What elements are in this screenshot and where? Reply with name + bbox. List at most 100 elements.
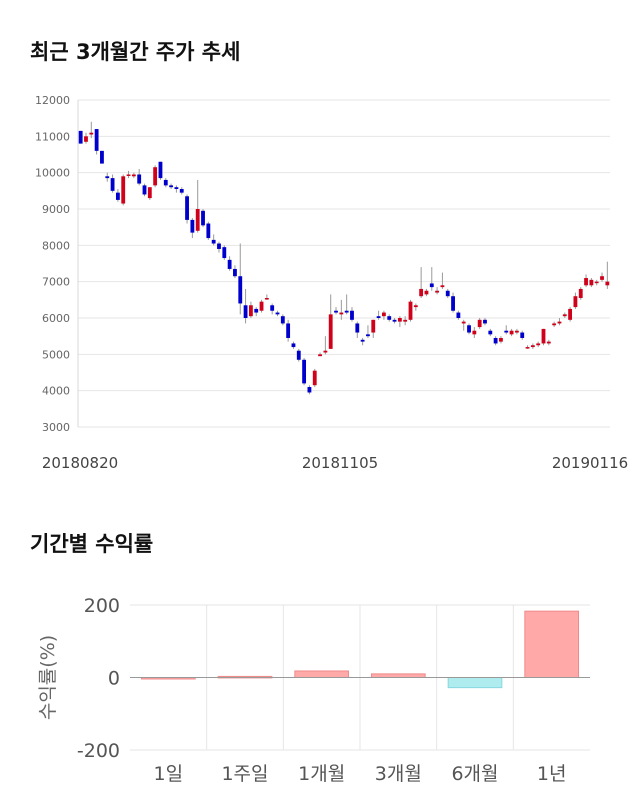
candle-body (488, 330, 493, 335)
candle-body (589, 279, 594, 286)
candle-body (557, 321, 562, 324)
candle-body (456, 312, 461, 318)
candle-body (318, 354, 322, 357)
y-tick-label: -200 (77, 740, 120, 762)
candle-body (376, 316, 381, 318)
candle (222, 245, 227, 260)
candle (243, 288, 248, 324)
candle (594, 279, 599, 286)
candle (392, 318, 397, 324)
candle (275, 310, 280, 317)
candle-body (280, 316, 285, 324)
x-category-label: 1일 (154, 763, 184, 785)
candle (355, 321, 360, 338)
candle (238, 243, 243, 315)
candle-body (573, 296, 578, 308)
y-tick-label: 10000 (35, 167, 70, 180)
candle-body (541, 328, 546, 344)
candle-body (89, 132, 94, 135)
candle-body (429, 283, 434, 288)
candle (429, 267, 434, 291)
candle (100, 150, 104, 164)
candle-body (605, 281, 610, 286)
candle-body (131, 174, 136, 177)
candle (546, 339, 551, 346)
x-category-label: 6개월 (451, 763, 498, 785)
x-category-label: 1개월 (298, 763, 345, 785)
candle-body (483, 319, 487, 324)
candle-body (94, 129, 99, 151)
candle (413, 303, 418, 311)
candle-body (254, 308, 259, 313)
candle (110, 174, 115, 193)
candle-body (525, 347, 530, 349)
candle (339, 299, 344, 320)
candle-body (461, 321, 466, 324)
return-bar (524, 610, 579, 679)
candle (206, 221, 211, 240)
candle-body (350, 310, 354, 320)
candle (217, 241, 221, 253)
candle-body (339, 312, 344, 315)
candle (536, 341, 541, 348)
candle-body (270, 305, 275, 311)
x-category-label: 3개월 (375, 763, 422, 785)
candle-body (201, 210, 205, 226)
candle (254, 307, 259, 317)
candle-body (169, 185, 174, 188)
candle (461, 319, 466, 331)
candle-body (195, 209, 200, 231)
candle-body (403, 319, 408, 322)
candle (493, 336, 498, 346)
candle-body (121, 176, 126, 204)
x-tick-label: 20180820 (42, 454, 118, 472)
candle (573, 292, 578, 309)
candle (381, 310, 386, 320)
candle-body (594, 281, 599, 284)
price-chart-title: 최근 3개월간 주가 추세 (30, 40, 241, 64)
candle (131, 172, 136, 179)
candle-body (562, 314, 567, 317)
return-bar (371, 673, 426, 678)
candle (270, 303, 275, 315)
candle (286, 319, 291, 342)
candle-body (222, 247, 227, 259)
y-tick-label: 9000 (42, 203, 70, 216)
candle (589, 278, 594, 288)
y-tick-label: 6000 (42, 312, 70, 325)
x-tick-label: 20181105 (302, 454, 378, 472)
y-tick-label: 7000 (42, 276, 70, 289)
candle-body (312, 370, 317, 386)
candle-body (451, 296, 455, 311)
candle (520, 330, 525, 340)
y-tick-label: 11000 (35, 130, 70, 143)
candle-body (105, 176, 110, 179)
candle (472, 327, 477, 338)
candle-body (530, 345, 535, 348)
candle-body (424, 290, 429, 295)
candle (509, 328, 514, 337)
candle (403, 316, 408, 326)
y-tick-label: 200 (84, 595, 120, 617)
candlestick-chart: 12000 11000 10000 9000 8000 7000 6000 5000 4000 3… (35, 94, 628, 472)
candle-body (419, 288, 424, 297)
y-tick-label: 12000 (35, 94, 70, 107)
candle (557, 318, 562, 326)
candle-body (467, 325, 471, 333)
candle (137, 169, 142, 186)
candle (451, 292, 455, 313)
candle-body (233, 268, 237, 277)
candle-body (552, 323, 557, 326)
candle (302, 357, 307, 386)
candle-body (259, 301, 264, 311)
candle (280, 314, 285, 326)
candle-body (440, 285, 445, 288)
candle (366, 325, 370, 338)
candle (350, 307, 354, 322)
candle-body (366, 334, 370, 337)
candle-body (179, 189, 184, 193)
candle (142, 183, 147, 197)
returns-chart-title: 기간별 수익률 (30, 532, 154, 556)
candle-body (190, 219, 195, 233)
candle (397, 316, 402, 328)
